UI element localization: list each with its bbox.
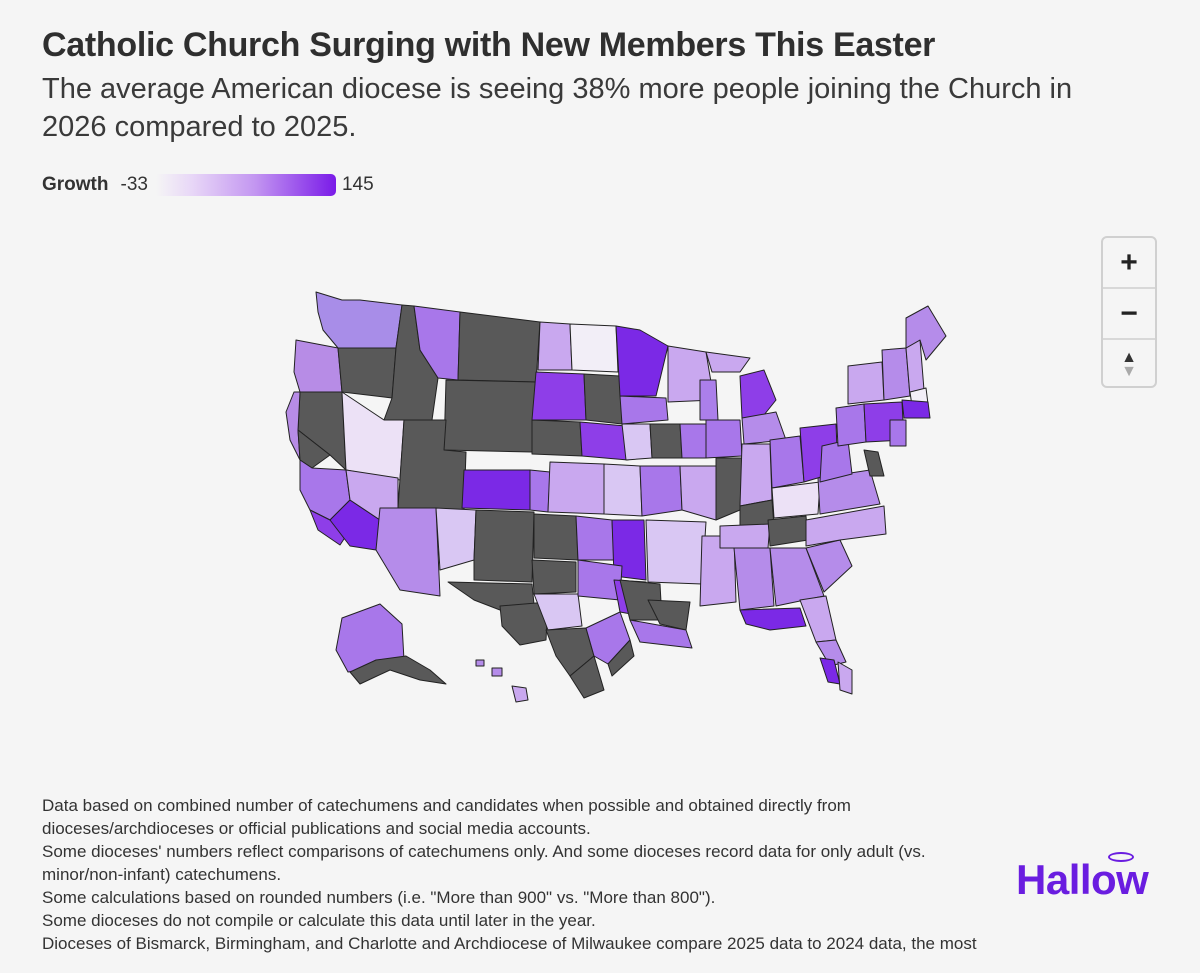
region-connecticut[interactable]: [901, 399, 931, 419]
region-tennessee-east[interactable]: [767, 515, 809, 547]
region-virginia[interactable]: [817, 469, 881, 515]
region-new-york-east[interactable]: [881, 347, 911, 401]
region-maine[interactable]: [905, 305, 947, 361]
halo-icon: [1108, 852, 1134, 862]
region-colorado-west[interactable]: [461, 469, 531, 511]
region-north-carolina[interactable]: [805, 505, 887, 547]
compass-down-icon: ▼: [1121, 362, 1137, 380]
region-arizona[interactable]: [375, 507, 441, 597]
footnote-line: Some dioceses' numbers reflect compariso…: [42, 842, 926, 884]
region-missouri-west[interactable]: [639, 465, 683, 517]
region-south-dakota-west[interactable]: [531, 371, 587, 421]
region-illinois-north[interactable]: [705, 419, 743, 459]
legend-max: 145: [341, 174, 374, 195]
zoom-out-button[interactable]: −: [1103, 287, 1155, 338]
region-oregon-east[interactable]: [337, 347, 397, 399]
color-legend: Growth -33 145: [42, 172, 374, 198]
region-carolinas-south[interactable]: [805, 539, 853, 593]
region-minnesota[interactable]: [615, 325, 669, 397]
chart-subtitle: The average American diocese is seeing 3…: [42, 73, 1073, 143]
region-alabama[interactable]: [733, 547, 775, 611]
region-montana-west[interactable]: [413, 305, 461, 381]
legend-gradient-bar: [155, 174, 336, 196]
region-oregon-west[interactable]: [293, 339, 343, 393]
zoom-in-button[interactable]: +: [1120, 245, 1138, 279]
legend-label: Growth: [42, 174, 109, 195]
region-delmarva[interactable]: [863, 449, 885, 477]
footnote-line: Data based on combined number of catechu…: [42, 796, 851, 838]
region-iowa-central[interactable]: [649, 423, 683, 459]
legend-min: -33: [120, 174, 148, 195]
region-new-mexico-west[interactable]: [435, 507, 477, 571]
region-missouri-east[interactable]: [679, 465, 717, 521]
chart-title: Catholic Church Surging with New Members…: [42, 26, 936, 64]
region-oklahoma[interactable]: [575, 515, 615, 561]
region-iowa-east[interactable]: [679, 423, 707, 459]
region-north-dakota-east[interactable]: [569, 323, 619, 373]
region-ohio-west[interactable]: [769, 435, 805, 489]
region-hawaii-oahu[interactable]: [475, 659, 485, 667]
region-illinois-south[interactable]: [715, 457, 743, 521]
region-west-virginia[interactable]: [819, 439, 853, 483]
region-pennsylvania-west[interactable]: [835, 403, 867, 447]
footnote-line: Some dioceses do not compile or calculat…: [42, 911, 596, 930]
region-new-york-west[interactable]: [847, 361, 885, 405]
footnote-line: Dioceses of Bismarck, Birmingham, and Ch…: [42, 934, 977, 953]
region-amarillo[interactable]: [531, 559, 577, 595]
region-brownsville[interactable]: [569, 655, 605, 699]
region-north-dakota-west[interactable]: [537, 321, 573, 371]
region-arkansas[interactable]: [645, 519, 707, 585]
region-michigan[interactable]: [739, 369, 777, 421]
map-zoom-controls: + − ▲ ▼: [1101, 236, 1157, 388]
region-nebraska-east[interactable]: [579, 421, 629, 461]
region-texas-central[interactable]: [533, 593, 583, 631]
region-tennessee-west[interactable]: [719, 523, 771, 549]
region-miami[interactable]: [837, 661, 853, 695]
footnote-line: Some calculations based on rounded numbe…: [42, 888, 716, 907]
reset-north-button[interactable]: ▲ ▼: [1103, 338, 1155, 389]
region-tulsa[interactable]: [611, 519, 647, 581]
region-kansas-east[interactable]: [603, 463, 643, 517]
hallow-logo: Hallow: [1016, 856, 1149, 903]
region-kansas-west[interactable]: [547, 461, 605, 515]
region-california-north[interactable]: [285, 391, 301, 461]
region-iowa-west[interactable]: [621, 423, 653, 461]
region-washington[interactable]: [315, 291, 403, 349]
region-new-orleans[interactable]: [629, 619, 693, 649]
region-hawaii-big-island[interactable]: [511, 685, 529, 703]
region-new-mexico[interactable]: [473, 509, 535, 583]
region-alaska-south[interactable]: [349, 655, 447, 685]
region-galveston[interactable]: [607, 639, 635, 677]
region-colorado-east[interactable]: [529, 469, 551, 513]
region-hawaii-maui[interactable]: [491, 667, 503, 677]
region-florida-central[interactable]: [815, 639, 847, 667]
region-upper-michigan[interactable]: [705, 351, 751, 373]
region-montana-east[interactable]: [457, 311, 541, 383]
region-florida-north[interactable]: [799, 595, 837, 643]
compass-up-icon: ▲: [1121, 348, 1137, 366]
region-kentucky-east[interactable]: [771, 481, 821, 519]
region-milwaukee[interactable]: [699, 379, 719, 421]
footnotes: Data based on combined number of catechu…: [42, 794, 1002, 955]
region-minnesota-south[interactable]: [619, 395, 669, 425]
region-new-jersey[interactable]: [889, 419, 907, 447]
region-oklahoma-west[interactable]: [533, 513, 579, 561]
region-wyoming[interactable]: [443, 379, 537, 453]
region-indiana[interactable]: [739, 443, 773, 507]
region-florida-panhandle[interactable]: [739, 607, 807, 631]
region-south-dakota-east[interactable]: [583, 373, 623, 425]
region-nebraska-west[interactable]: [531, 419, 583, 457]
